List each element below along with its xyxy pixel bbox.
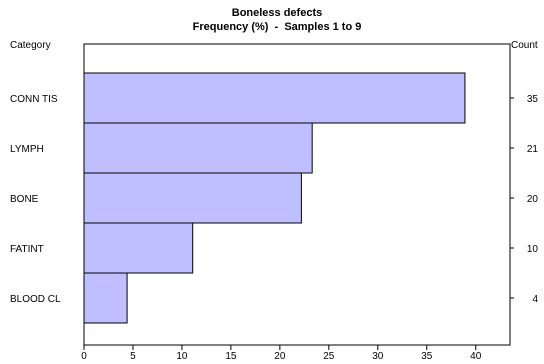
count-label-4: 4 — [532, 294, 538, 305]
x-tick-label-2: 10 — [176, 351, 188, 362]
chart-marks: CONN TIS 35 LYMPH 21 BONE 20 FATINT 10 BLOOD CL 4… — [10, 72, 539, 362]
x-tick-label-1: 5 — [130, 351, 136, 362]
category-header: Category — [10, 40, 51, 51]
bar-2 — [83, 172, 302, 224]
x-tick-label-0: 0 — [81, 351, 87, 362]
chart-title: Boneless defects — [232, 7, 322, 19]
x-tick-label-4: 20 — [274, 351, 286, 362]
count-label-1: 21 — [527, 144, 539, 155]
count-label-0: 35 — [527, 94, 539, 105]
x-tick-label-6: 30 — [372, 351, 384, 362]
count-header: Count — [511, 40, 538, 51]
bar-0 — [83, 72, 466, 124]
category-label-3: FATINT — [10, 244, 44, 255]
category-label-2: BONE — [10, 194, 39, 205]
bar-1 — [83, 122, 313, 174]
bar-3 — [83, 222, 194, 274]
count-label-2: 20 — [527, 194, 539, 205]
count-label-3: 10 — [527, 244, 539, 255]
x-tick-label-5: 25 — [323, 351, 335, 362]
x-tick-label-3: 15 — [225, 351, 237, 362]
category-label-4: BLOOD CL — [10, 294, 61, 305]
bar-4 — [83, 272, 128, 324]
x-tick-label-7: 35 — [421, 351, 433, 362]
x-tick-label-8: 40 — [470, 351, 482, 362]
chart-subtitle: Frequency (%) - Samples 1 to 9 — [193, 21, 362, 33]
category-label-1: LYMPH — [10, 144, 44, 155]
category-label-0: CONN TIS — [10, 94, 58, 105]
